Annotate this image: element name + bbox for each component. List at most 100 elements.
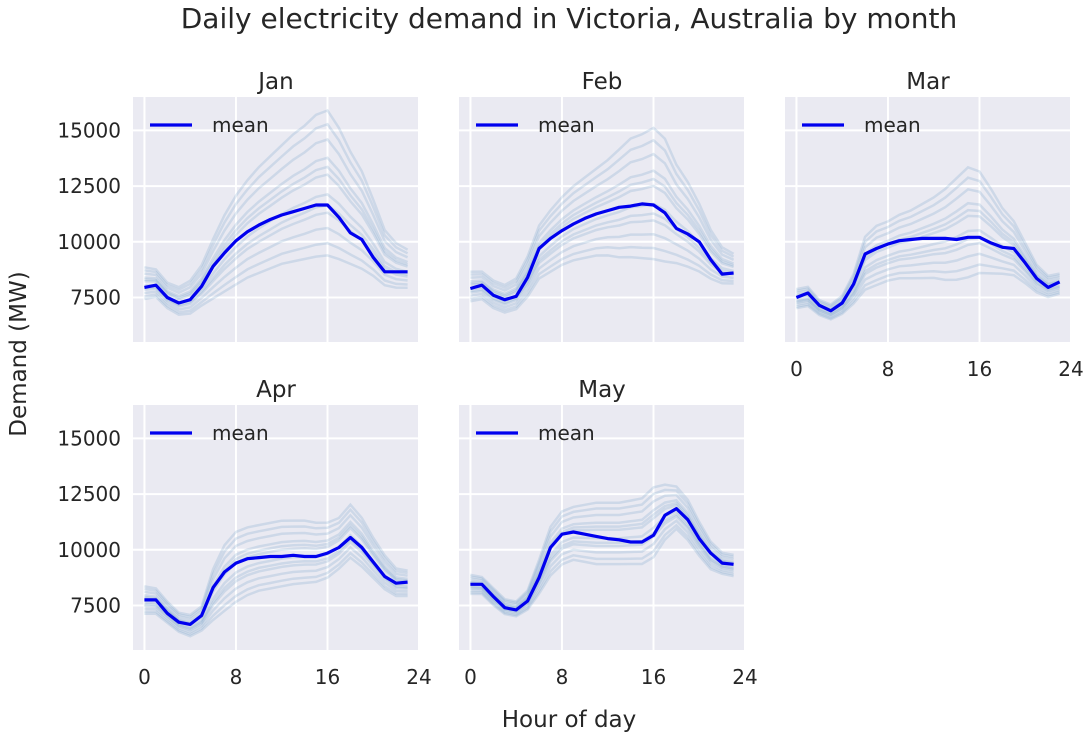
daily-trace	[470, 232, 734, 309]
x-tick-label: 8	[882, 357, 895, 381]
daily-trace	[144, 502, 408, 617]
panels: Jan 7500 10000 12500 15000 mean Feb mean Mar 0 8 16…	[57, 69, 1083, 689]
daily-trace	[470, 219, 734, 306]
panel-title: Apr	[256, 377, 296, 403]
y-tick-label: 12500	[57, 482, 121, 506]
daily-trace	[144, 254, 408, 316]
y-tick-label: 10000	[57, 538, 121, 562]
legend-label: mean	[538, 113, 595, 137]
legend: mean	[476, 421, 595, 445]
daily-trace	[796, 229, 1060, 315]
daily-trace	[144, 551, 408, 636]
x-tick-label: 16	[967, 357, 992, 381]
daily-trace	[796, 271, 1060, 321]
daily-trace	[144, 513, 408, 621]
daily-trace	[144, 540, 408, 632]
legend-label: mean	[212, 113, 269, 137]
x-tick-label: 0	[790, 357, 803, 381]
mean-line	[470, 507, 734, 612]
x-axis-label: Hour of day	[502, 707, 637, 733]
daily-trace	[796, 176, 1060, 308]
legend-label: mean	[538, 421, 595, 445]
daily-trace	[796, 241, 1060, 317]
x-tick-label: 24	[406, 665, 431, 689]
daily-trace	[470, 138, 735, 289]
panel-background	[785, 97, 1071, 342]
daily-trace	[796, 236, 1060, 316]
daily-trace	[144, 520, 408, 624]
daily-trace	[144, 108, 409, 289]
x-tick-label: 24	[1058, 357, 1083, 381]
daily-trace	[144, 156, 409, 298]
daily-trace	[796, 187, 1060, 310]
daily-trace	[470, 493, 734, 606]
daily-trace	[144, 203, 408, 307]
panel-jan: Jan 7500 10000 12500 15000 mean	[57, 69, 420, 342]
panel-mar: Mar 0 8 16 24 mean	[785, 69, 1084, 381]
daily-trace	[470, 254, 734, 314]
x-tick-label: 0	[138, 665, 151, 689]
daily-trace	[470, 184, 734, 299]
daily-trace	[796, 263, 1060, 320]
y-tick-label: 12500	[57, 174, 121, 198]
daily-trace	[144, 138, 409, 295]
panel-feb: Feb mean	[459, 69, 746, 342]
daily-trace	[470, 212, 734, 305]
daily-trace	[144, 555, 408, 638]
x-tick-label: 8	[230, 665, 243, 689]
daily-trace	[796, 252, 1060, 318]
mean-line	[795, 235, 1061, 313]
panel-title: Jan	[256, 69, 293, 95]
daily-trace	[470, 152, 735, 292]
y-tick-label: 7500	[70, 285, 121, 309]
daily-trace	[470, 169, 735, 296]
panel-title: Mar	[906, 69, 950, 95]
panel-may: May 0 8 16 24 mean	[459, 377, 758, 689]
daily-trace	[470, 527, 734, 618]
x-tick-label: 24	[732, 665, 757, 689]
x-tick-label: 16	[641, 665, 666, 689]
y-tick-label: 10000	[57, 230, 121, 254]
daily-trace	[470, 523, 734, 617]
panel-background	[133, 405, 419, 650]
mean-line	[469, 202, 734, 302]
daily-trace	[470, 488, 734, 605]
daily-trace	[144, 507, 408, 619]
daily-trace	[144, 122, 409, 292]
legend: mean	[150, 421, 269, 445]
legend-label: mean	[212, 421, 269, 445]
daily-trace	[470, 245, 734, 312]
panel-apr: Apr 7500 10000 12500 15000 0 8 16 24 mean	[57, 377, 431, 689]
daily-trace	[470, 498, 734, 608]
x-tick-label: 16	[315, 665, 340, 689]
y-tick-label: 15000	[57, 118, 121, 142]
daily-trace	[144, 173, 408, 301]
y-tick-label: 15000	[57, 426, 121, 450]
legend: mean	[150, 113, 269, 137]
legend-label: mean	[864, 113, 921, 137]
daily-trace	[470, 514, 734, 614]
daily-trace	[470, 483, 734, 603]
panel-background	[459, 97, 745, 342]
daily-trace	[470, 177, 735, 298]
x-tick-label: 8	[556, 665, 569, 689]
legend: mean	[476, 113, 595, 137]
daily-trace	[470, 519, 734, 615]
daily-trace	[144, 165, 409, 300]
daily-trace	[470, 126, 735, 287]
panel-title: Feb	[582, 69, 623, 95]
legend: mean	[802, 113, 921, 137]
daily-trace	[144, 545, 408, 634]
y-tick-label: 7500	[70, 593, 121, 617]
daily-trace	[796, 165, 1060, 307]
daily-trace	[144, 226, 408, 311]
daily-trace	[144, 241, 408, 314]
daily-trace	[470, 501, 734, 609]
mean-line	[144, 535, 408, 627]
figure-title: Daily electricity demand in Victoria, Au…	[181, 2, 958, 35]
mean-line	[144, 203, 408, 305]
y-axis-label: Demand (MW)	[6, 271, 32, 436]
x-tick-label: 0	[464, 665, 477, 689]
panel-title: May	[578, 377, 626, 403]
